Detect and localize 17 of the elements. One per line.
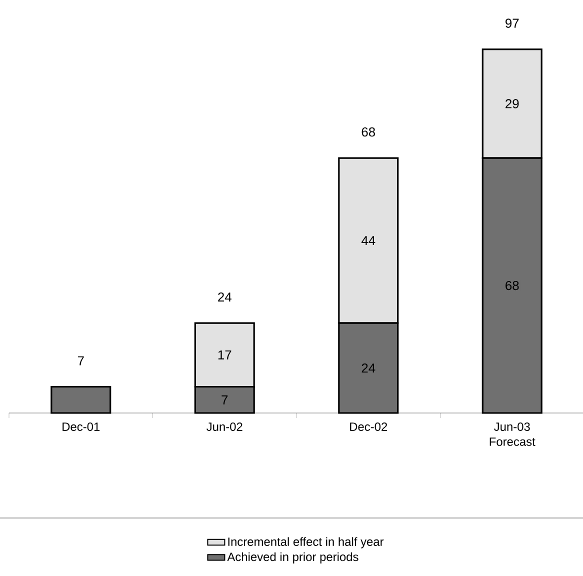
data-label: 24	[362, 363, 376, 373]
total-label: 97	[506, 18, 519, 28]
total-label: 24	[218, 292, 232, 302]
data-label: 29	[506, 99, 519, 108]
x-tick-label: Dec-02	[350, 422, 388, 431]
legend-label: Achieved in prior periods	[227, 552, 358, 564]
x-tick-label: Jun-02	[206, 422, 242, 431]
legend-label: Incremental effect in half year	[228, 537, 384, 548]
data-label: 44	[361, 236, 376, 246]
data-label: 68	[506, 280, 519, 290]
total-label: 7	[78, 356, 84, 366]
data-label: 17	[218, 350, 232, 360]
bar	[50, 386, 112, 414]
data-label: 7	[222, 395, 228, 404]
total-label: 68	[362, 127, 376, 137]
x-tick-label: Jun-03 Forecast	[490, 422, 536, 446]
x-tick-label: Dec-01	[62, 422, 100, 431]
